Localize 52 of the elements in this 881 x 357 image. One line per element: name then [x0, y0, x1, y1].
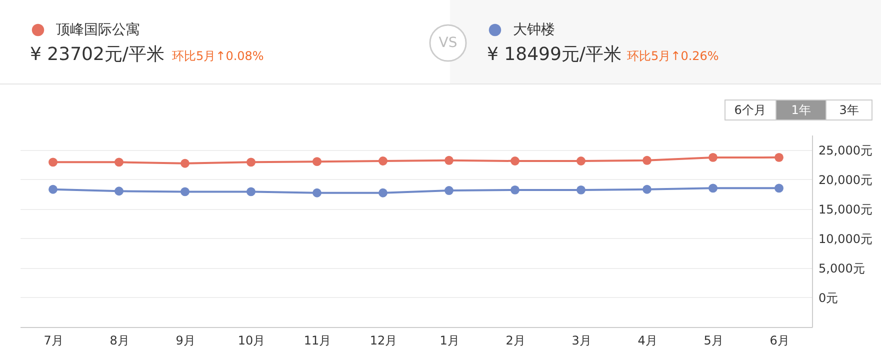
x-tick-label: 12月 [370, 334, 398, 348]
point [642, 184, 652, 194]
point [378, 156, 388, 166]
y-tick-label: 5,000元 [818, 261, 865, 276]
x-tick-label: 7月 [44, 334, 64, 348]
y-tick-label: 20,000元 [818, 172, 872, 187]
text: VS [438, 35, 458, 51]
y-tick-label: 25,000元 [818, 143, 872, 158]
x-tick-label: 3月 [572, 334, 592, 348]
text: 3年 [839, 103, 859, 117]
point [114, 158, 124, 167]
text: 环比5月↑0.26% [627, 49, 719, 63]
y-tick-label: 0元 [818, 290, 838, 305]
point [444, 156, 454, 165]
point [576, 185, 586, 194]
point [774, 152, 784, 162]
x-tick-label: 10月 [238, 334, 266, 348]
x-tick-label: 4月 [638, 334, 658, 348]
point [774, 184, 784, 193]
y-tick-label: 10,000元 [818, 232, 872, 246]
text: 1年 [791, 103, 811, 117]
point [48, 158, 58, 167]
text: 6个月 [734, 103, 766, 117]
point [378, 188, 388, 198]
point [246, 187, 256, 196]
point [510, 185, 520, 194]
point [180, 158, 190, 168]
point [246, 158, 256, 167]
x-tick-label: 5月 [704, 334, 724, 348]
x-tick-label: 8月 [110, 334, 130, 348]
x-tick-label: 9月 [176, 334, 196, 348]
x-tick-label: 2月 [506, 334, 526, 348]
point [510, 156, 520, 166]
text: 环比5月↑0.08% [172, 49, 264, 63]
text: ¥ 18499元/平米 [487, 44, 622, 65]
point [180, 187, 190, 196]
y-tick-label: 15,000元 [818, 202, 872, 216]
x-tick-label: 6月 [770, 334, 790, 348]
text: ¥ 23702元/平米 [30, 44, 164, 65]
legend-label: 顶峰国际公寓 [56, 22, 140, 38]
x-tick-label: 11月 [304, 334, 332, 348]
point [576, 156, 586, 166]
point [444, 186, 454, 195]
point [312, 157, 322, 166]
point [114, 186, 124, 196]
legend-label: 大钟楼 [513, 22, 555, 38]
point [708, 184, 718, 193]
point [708, 152, 718, 162]
x-tick-label: 1月 [440, 334, 460, 348]
point [48, 184, 58, 194]
point [642, 156, 652, 165]
point [312, 188, 322, 198]
